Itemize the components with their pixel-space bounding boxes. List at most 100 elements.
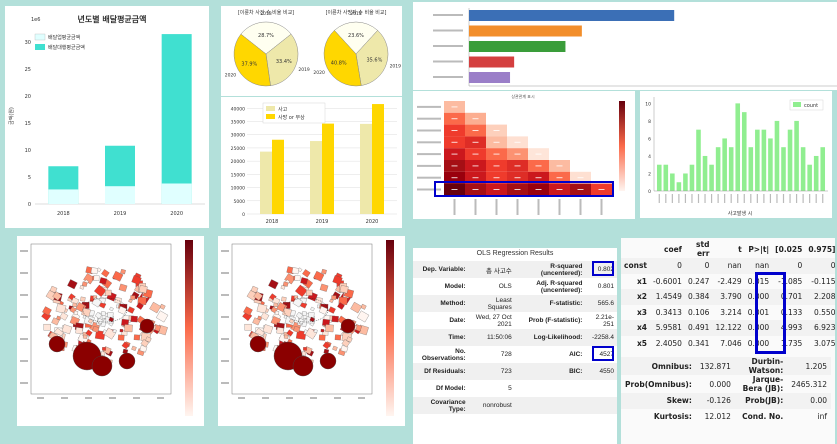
map-region-high xyxy=(249,335,267,353)
count-bar xyxy=(794,120,799,191)
map-region xyxy=(298,317,305,325)
coef-value: 0 xyxy=(684,258,713,274)
pie-value-label: 35.6% xyxy=(366,57,382,63)
colorbar xyxy=(619,101,625,191)
hbar xyxy=(469,25,582,37)
bar-casualty xyxy=(372,104,384,214)
map-region xyxy=(59,312,69,321)
map-region xyxy=(341,339,350,348)
count-bar xyxy=(683,173,688,191)
y-tick-label: 0 xyxy=(648,189,651,195)
map-x-tick-blur xyxy=(262,397,269,399)
heatmap-cell-value xyxy=(514,165,521,167)
pie-slice xyxy=(233,33,271,87)
map-region xyxy=(309,316,316,323)
map-region xyxy=(140,339,149,348)
heatmap-cell-value xyxy=(493,177,500,179)
map-region xyxy=(81,307,91,317)
coef-row: x5 2.4050 0.341 7.046 0.000 1.735 3.075 xyxy=(621,336,835,352)
pie-value-label: 37.9% xyxy=(241,62,257,68)
map-region xyxy=(291,267,300,275)
pie-slice xyxy=(240,21,292,55)
map-region xyxy=(131,345,137,351)
diagnostics-value: 2465.312 xyxy=(791,379,827,389)
ols-row: Time: 11:50:06 Log-Likelihood: -2258.4 xyxy=(413,329,617,346)
pie-category-label: 2020 xyxy=(225,72,237,78)
legend-swatch-delivery-industry xyxy=(34,33,46,41)
coef-variable: x1 xyxy=(636,276,647,286)
count-x-tick-blur xyxy=(815,194,817,203)
ols-label: Df Residuals: xyxy=(413,363,469,380)
map-region xyxy=(75,327,84,335)
ols-title: OLS Regression Results xyxy=(476,250,554,257)
map-region xyxy=(94,311,103,319)
map-region xyxy=(49,285,58,294)
heatmap-row-label-blur xyxy=(417,176,441,179)
map-x-tick-blur xyxy=(133,397,140,399)
y-tick-label: 10000 xyxy=(231,186,245,192)
ols-label: F-statistic: xyxy=(514,295,586,312)
ols-value: 총 사고수 xyxy=(468,261,515,278)
highlight-box xyxy=(434,181,614,197)
ols-value: 0.801 xyxy=(597,283,614,290)
pie-category-label: 2020 xyxy=(313,70,325,76)
aic-highlight xyxy=(592,346,614,361)
map-region xyxy=(274,310,280,315)
hbar-tick-label-blur xyxy=(433,14,463,16)
pie-category-label: 2019 xyxy=(298,67,310,73)
diagnostics-label: Kurtosis: xyxy=(653,411,692,421)
diagnostics-label: Omnibus: xyxy=(621,357,696,375)
ols-table: Dep. Variable: 총 사고수 R-squared (uncentered… xyxy=(413,261,617,414)
map-region xyxy=(102,347,106,351)
count-x-tick-blur xyxy=(763,194,765,203)
ols-label: Covariance Type: xyxy=(413,397,469,414)
map-x-tick-blur xyxy=(358,397,365,399)
delivery-amount-chart: 년도별 배달평균금액 1e6 금액(원) 0 5 10 15 20 25 30 2018 20… xyxy=(8,14,205,217)
coef-value: 3.075 xyxy=(814,338,835,348)
map-region xyxy=(118,283,128,292)
heatmap-cell-value xyxy=(556,177,563,179)
heatmap-col-label-blur xyxy=(579,199,582,215)
map-region xyxy=(243,306,253,316)
heatmap-col-label-blur xyxy=(516,199,519,215)
map-y-tick-blur xyxy=(221,250,229,252)
coef-value: 0.000 xyxy=(747,338,770,348)
legend-label-delivery-industry: 배달업평균금액 xyxy=(48,34,81,41)
heatmap-cell-value xyxy=(451,130,458,131)
coef-value: 1.4549 xyxy=(650,289,685,305)
map-y-tick-blur xyxy=(20,272,28,274)
map-region xyxy=(360,303,367,310)
accident-bar-chart: 0 5000 10000 15000 20000 25000 30000 35000 40000… xyxy=(231,102,397,225)
ols-value: 11:50:06 xyxy=(468,329,515,346)
map-region xyxy=(93,275,100,281)
coef-value: 3.214 xyxy=(720,307,742,317)
map-region xyxy=(318,306,328,315)
count-bar xyxy=(670,173,675,191)
count-bar xyxy=(656,164,662,191)
count-x-tick-blur xyxy=(730,194,732,203)
count-x-tick-blur xyxy=(756,194,758,203)
seoul-choropleth-map-2 xyxy=(221,240,394,416)
map-region xyxy=(300,277,308,285)
map-y-tick-blur xyxy=(221,338,229,340)
map-region xyxy=(283,334,289,339)
heatmap-cell-value xyxy=(535,189,542,190)
ols-value: 728 xyxy=(500,351,512,358)
count-bar xyxy=(820,147,826,191)
map-region xyxy=(85,329,93,337)
ols-row: Date: Wed, 27 Oct 2021 Prob (F-statistic):… xyxy=(413,312,617,329)
map-region xyxy=(130,315,138,323)
ols-label: Method: xyxy=(413,295,469,312)
diagnostics-row: Skew: -0.126 Prob(JB): 0.00 xyxy=(621,393,831,409)
count-x-tick-blur xyxy=(802,194,804,203)
map-y-tick-blur xyxy=(221,294,229,296)
heatmap-cell-value xyxy=(535,177,542,179)
count-bar xyxy=(800,147,806,191)
legend-label-count: count xyxy=(804,103,818,109)
map-region xyxy=(43,323,51,331)
map-region xyxy=(292,297,303,308)
y-tick-label: 20000 xyxy=(231,159,245,165)
count-bar xyxy=(748,147,754,191)
map-x-tick-blur xyxy=(157,397,164,399)
coef-value: 0.701 xyxy=(772,289,806,305)
